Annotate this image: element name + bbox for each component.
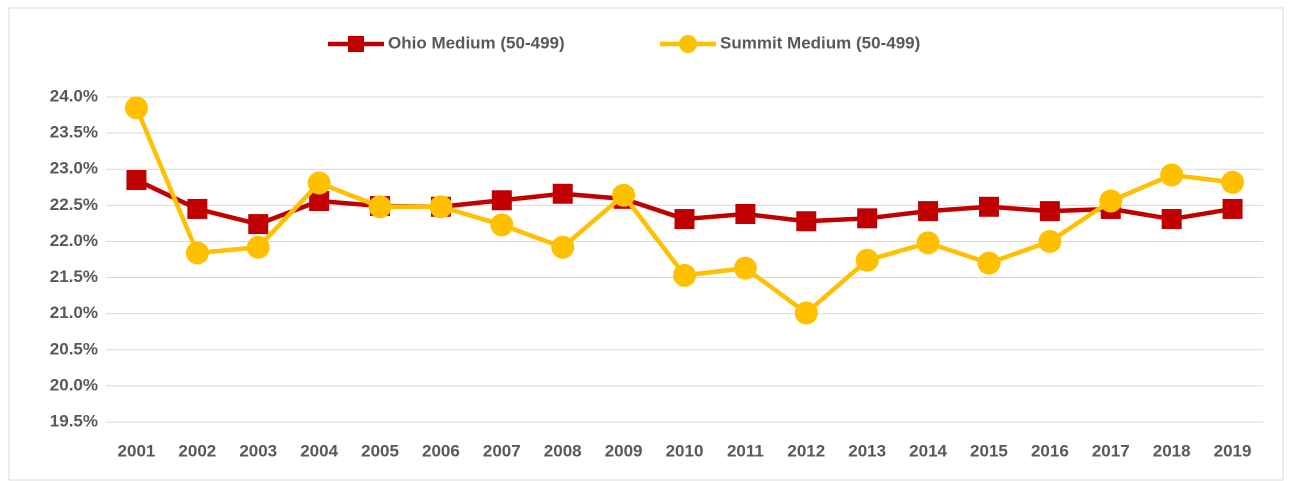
marker	[977, 251, 1001, 275]
legend-marker	[348, 36, 364, 52]
marker	[612, 183, 636, 207]
y-tick-label: 23.0%	[50, 159, 98, 178]
x-tick-label: 2016	[1031, 441, 1069, 460]
marker	[796, 211, 817, 232]
x-tick-label: 2017	[1092, 441, 1130, 460]
x-tick-label: 2009	[605, 441, 643, 460]
legend-marker	[679, 35, 697, 53]
marker	[124, 96, 148, 120]
marker	[674, 209, 695, 230]
marker	[309, 191, 330, 211]
marker	[735, 204, 756, 224]
x-tick-label: 2003	[239, 441, 277, 460]
y-tick-label: 20.5%	[50, 339, 98, 358]
marker	[185, 241, 209, 265]
x-tick-label: 2019	[1214, 441, 1252, 460]
chart-border	[8, 7, 1284, 481]
x-tick-label: 2001	[118, 441, 156, 460]
marker	[551, 235, 575, 259]
marker	[1161, 209, 1182, 230]
legend-label: Ohio Medium (50-499)	[388, 33, 565, 52]
marker	[491, 190, 512, 211]
marker	[673, 263, 696, 287]
y-tick-label: 22.5%	[50, 195, 98, 214]
marker	[1038, 229, 1062, 253]
legend-label: Summit Medium (50-499)	[720, 33, 920, 52]
x-tick-label: 2012	[787, 441, 825, 460]
y-tick-label: 21.0%	[50, 303, 98, 322]
y-tick-label: 20.0%	[50, 375, 98, 394]
x-tick-label: 2014	[909, 441, 947, 460]
x-tick-label: 2018	[1153, 441, 1191, 460]
y-tick-label: 22.0%	[50, 231, 98, 250]
y-tick-label: 21.5%	[50, 267, 98, 286]
marker	[1221, 170, 1245, 194]
marker	[1099, 189, 1123, 213]
marker	[307, 171, 331, 195]
y-tick-label: 24.0%	[50, 86, 98, 105]
x-tick-label: 2015	[970, 441, 1008, 460]
marker	[246, 235, 270, 259]
marker	[978, 196, 999, 217]
marker	[794, 301, 818, 325]
marker	[126, 170, 147, 191]
marker	[1039, 201, 1060, 222]
x-tick-label: 2010	[666, 441, 704, 460]
marker	[429, 195, 453, 219]
x-tick-label: 2011	[727, 441, 764, 460]
x-tick-label: 2007	[483, 441, 521, 460]
marker	[552, 183, 573, 204]
x-tick-label: 2013	[848, 441, 886, 460]
marker	[1222, 198, 1243, 219]
marker	[1160, 163, 1184, 187]
x-tick-label: 2005	[361, 441, 399, 460]
y-tick-label: 19.5%	[50, 411, 98, 430]
marker	[490, 213, 514, 237]
marker	[857, 208, 878, 229]
x-tick-label: 2008	[544, 441, 582, 460]
marker	[916, 231, 940, 255]
marker	[248, 214, 269, 235]
marker	[855, 248, 879, 272]
marker	[918, 201, 939, 222]
x-tick-label: 2006	[422, 441, 460, 460]
marker	[733, 256, 757, 280]
x-tick-label: 2002	[178, 441, 216, 460]
y-tick-label: 23.5%	[50, 123, 98, 142]
marker	[368, 195, 392, 219]
marker	[187, 198, 208, 219]
x-tick-label: 2004	[300, 441, 338, 460]
